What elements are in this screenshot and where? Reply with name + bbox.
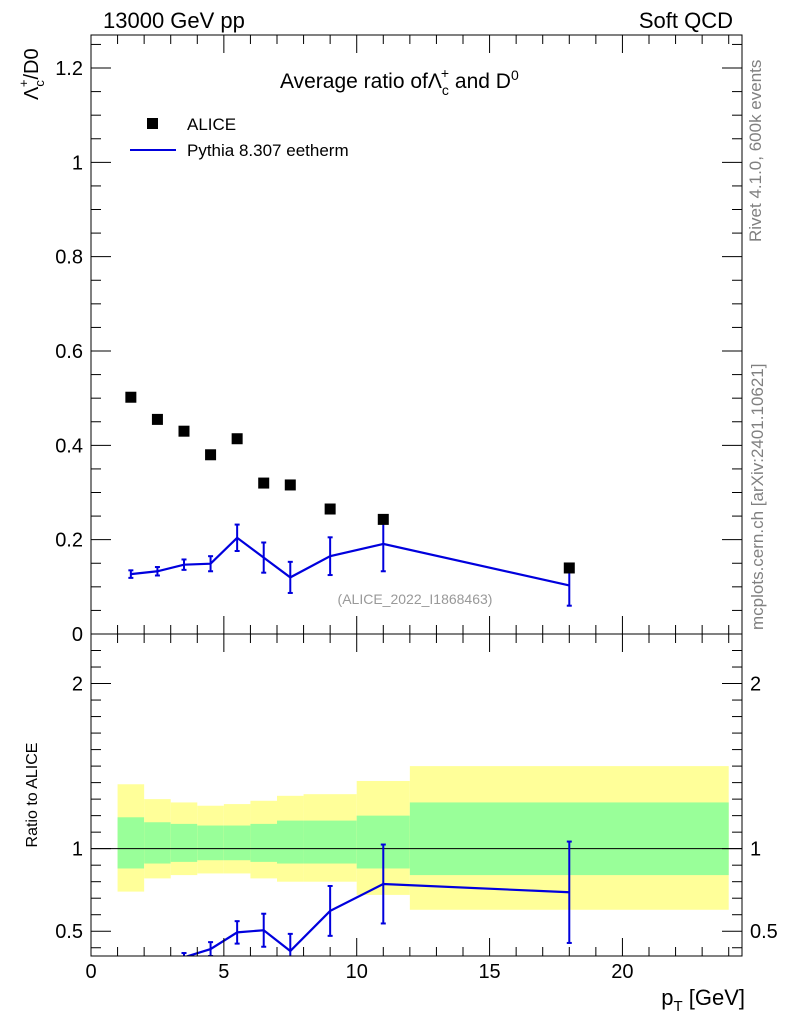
green-band: [277, 820, 304, 864]
main-ytick-labels: 0 0.2 0.4 0.6 0.8 1 1.2: [55, 58, 83, 646]
main-ytick-label: 0.8: [55, 247, 83, 269]
legend-alice-label: ALICE: [187, 115, 236, 134]
ratio-ytick-label-right: 2: [750, 674, 761, 696]
legend-pythia-label: Pythia 8.307 eetherm: [187, 141, 349, 160]
alice-marker: [151, 413, 163, 425]
rivet-label: Rivet 4.1.0, 600k events: [746, 60, 765, 242]
source-label: mcplots.cern.ch [arXiv:2401.10621]: [748, 364, 767, 630]
energy-label: 13000 GeV pp: [103, 8, 245, 33]
green-band: [303, 820, 357, 864]
alice-marker: [324, 503, 336, 515]
green-band: [250, 823, 277, 862]
main-ytick-label: 0.4: [55, 435, 83, 457]
ratio-xtick-labels: 0 5 10 15 20: [85, 961, 633, 983]
main-series: [125, 391, 575, 607]
ratio-xtick-label: 20: [611, 961, 633, 983]
green-band: [223, 825, 251, 861]
alice-marker: [178, 425, 190, 437]
main-ytick-label: 1.2: [55, 58, 83, 80]
ratio-ytick-labels: 0.5 0.5 1 1 2 2: [55, 674, 778, 944]
alice-marker: [284, 479, 296, 491]
legend-alice-marker: [147, 118, 158, 129]
alice-marker: [125, 391, 137, 403]
green-band: [144, 822, 171, 864]
main-title: Average ratio ofΛc+ and D0: [280, 65, 519, 98]
category-label: Soft QCD: [639, 8, 733, 33]
ratio-xtick-label: 0: [85, 961, 96, 983]
main-ytick-label: 0.2: [55, 530, 83, 552]
ratio-ytick-label-left: 1: [72, 839, 83, 861]
main-ytick-label: 0: [72, 624, 83, 646]
ratio-ytick-label-right: 0.5: [750, 921, 778, 943]
ratio-ticks: [90, 634, 742, 956]
main-ytick-label: 1: [72, 152, 83, 174]
main-ticks: [90, 35, 742, 635]
analysis-label: (ALICE_2022_I1868463): [338, 591, 493, 607]
alice-marker: [231, 433, 243, 445]
ratio-xtick-label: 5: [218, 961, 229, 983]
ratio-xtick-label: 10: [346, 961, 368, 983]
alice-marker: [377, 513, 389, 525]
alice-marker: [563, 562, 575, 574]
ratio-line: [184, 882, 570, 956]
ratio-ylabel: Ratio to ALICE: [24, 743, 41, 848]
ratio-series: [181, 840, 572, 956]
main-ytick-label: 0.6: [55, 341, 83, 363]
main-ylabel: Λc+/D0: [16, 48, 47, 100]
green-band: [117, 817, 145, 869]
x-axis-label: pT [GeV]: [661, 985, 745, 1015]
ratio-bands: [117, 766, 729, 910]
ratio-ytick-label-left: 2: [72, 674, 83, 696]
ratio-panel: 0.5 0.5 1 1 2 2 0 5 10 15 20 Ratio to ALICE pT [G…: [24, 633, 778, 1015]
ratio-frame: [90, 633, 743, 957]
green-band: [170, 823, 198, 862]
alice-marker: [205, 449, 217, 461]
main-panel: 0 0.2 0.4 0.6 0.8 1 1.2 Average ratio ofΛc+ an…: [16, 34, 743, 646]
ratio-ytick-label-right: 1: [750, 839, 761, 861]
ratio-xtick-label: 15: [478, 961, 500, 983]
green-band: [197, 825, 224, 861]
ratio-series-group: [181, 840, 572, 956]
alice-marker: [258, 477, 270, 489]
pythia-line: [130, 536, 570, 587]
ratio-ytick-label-left: 0.5: [55, 921, 83, 943]
